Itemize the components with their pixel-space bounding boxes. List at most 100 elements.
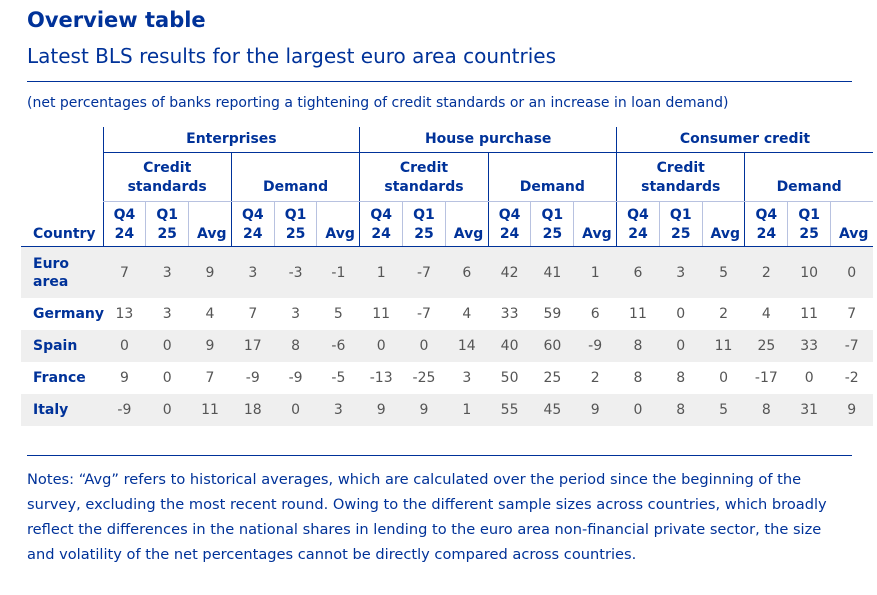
value-cell: 42 — [488, 246, 531, 298]
column-label: Q4 24 — [755, 207, 778, 242]
column-label: Q4 24 — [370, 207, 392, 242]
country-cell: Euro area — [21, 246, 103, 298]
subgroup-header: Demand — [744, 152, 873, 202]
value-cell: 2 — [744, 246, 788, 298]
value-cell: 7 — [103, 246, 146, 298]
header-row: Credit standards Demand Credit standards De… — [21, 152, 873, 202]
column-label: Avg — [453, 226, 484, 242]
column-header: Q1 25 — [787, 201, 831, 247]
value-cell: 0 — [103, 330, 146, 362]
country-label: France — [33, 370, 86, 386]
value-cell: -1 — [316, 246, 360, 298]
subgroup-header: Demand — [487, 152, 617, 202]
value-cell: -7 — [402, 246, 446, 298]
value-cell: 4 — [761, 306, 771, 322]
notes: Notes: “Avg” refers to historical averag… — [27, 471, 827, 563]
subgroup-label: Credit standards — [127, 160, 207, 195]
column-header: Q4 24 — [230, 201, 275, 247]
country-cell: Germany — [21, 298, 105, 330]
value-cell: 2 — [590, 370, 600, 386]
value-cell: -13 — [369, 370, 393, 386]
country-cell: Italy — [21, 394, 103, 426]
value-cell: 11 — [800, 306, 819, 322]
value-cell: 7 — [205, 370, 215, 386]
value-cell: 11 — [372, 306, 391, 322]
country-label: Germany — [33, 306, 105, 322]
column-label: Avg — [838, 226, 869, 242]
value-cell: -3 — [274, 246, 317, 298]
value-cell: 3 — [659, 246, 703, 298]
value-cell: 2 — [719, 306, 729, 322]
subgroup-label: Demand — [776, 179, 842, 195]
value-cell: 9 — [359, 394, 403, 426]
value-cell: 59 — [543, 306, 562, 322]
column-label: Avg — [710, 226, 741, 242]
data-row: Spain 0 0 9 17 8 -6 0 0 14 40 60 -9 8 0 11 25 33 -7 — [21, 330, 873, 362]
value-cell: 11 — [188, 394, 232, 426]
value-cell: -2 — [844, 370, 859, 386]
country-label: Spain — [33, 338, 78, 354]
data-row: Italy -9 0 11 18 0 3 9 9 1 55 45 9 0 8 5 8 31 9 — [21, 394, 873, 426]
column-label: Q1 25 — [669, 207, 692, 242]
column-header: Q4 24 — [744, 201, 788, 247]
value-cell: -9 — [288, 370, 303, 386]
value-cell: 17 — [231, 330, 275, 362]
value-cell: 7 — [847, 306, 857, 322]
table-note: (net percentages of banks reporting a ti… — [27, 95, 729, 111]
value-cell: 5 — [333, 306, 343, 322]
group-header: Enterprises — [102, 127, 360, 153]
column-header: Avg — [444, 201, 489, 247]
column-header: Avg — [316, 201, 360, 247]
value-cell: 14 — [445, 330, 489, 362]
subgroup-label: Demand — [263, 179, 329, 195]
value-cell: -5 — [331, 370, 346, 386]
column-header: Q1 25 — [658, 201, 703, 247]
column-label: Q4 24 — [498, 207, 521, 242]
subgroup-label: Credit standards — [641, 160, 721, 195]
value-cell: 33 — [500, 306, 519, 322]
country-cell: France — [21, 362, 103, 394]
column-label: Avg — [582, 226, 612, 242]
value-cell: 5 — [702, 394, 745, 426]
header-row: Country Enterprises House purchase Consumer… — [21, 127, 873, 247]
column-label: Q1 25 — [284, 207, 307, 242]
column-header: Q1 25 — [402, 201, 446, 247]
value-cell: 0 — [145, 394, 189, 426]
column-label: Q1 25 — [798, 207, 820, 242]
value-cell: 50 — [500, 370, 519, 386]
value-cell: 6 — [590, 306, 600, 322]
value-cell: -9 — [103, 394, 146, 426]
data-row: France 9 0 7 -9 -9 -5 -13 -25 3 50 25 2 8 8 0 -17 0 -2 — [21, 362, 873, 394]
value-cell: 5 — [702, 246, 745, 298]
subgroup-header: Credit standards — [359, 152, 489, 202]
data-row: Germany 13 3 4 7 3 5 11 -7 4 33 59 6 11 0 2 4 11 7 — [21, 298, 873, 330]
value-cell: -7 — [830, 330, 873, 362]
value-cell: 9 — [188, 246, 232, 298]
value-cell: 0 — [804, 370, 814, 386]
value-cell: 6 — [616, 246, 660, 298]
column-header: Q4 24 — [102, 201, 146, 247]
rule — [27, 455, 852, 456]
value-cell: 8 — [676, 370, 686, 386]
value-cell: 3 — [462, 370, 472, 386]
value-cell: 3 — [291, 306, 301, 322]
column-label: Q1 25 — [413, 207, 435, 242]
column-header: Q1 25 — [273, 201, 317, 247]
country-cell: Spain — [21, 330, 103, 362]
subgroup-header: Demand — [230, 152, 360, 202]
column-header: Q4 24 — [616, 201, 660, 247]
value-cell: 4 — [205, 306, 215, 322]
column-header: Q1 25 — [145, 201, 189, 247]
value-cell: 7 — [248, 306, 258, 322]
value-cell: 0 — [719, 370, 729, 386]
value-cell: -7 — [416, 306, 431, 322]
value-cell: 6 — [445, 246, 489, 298]
subgroup-header: Credit standards — [102, 152, 232, 202]
data-row: Euro area 7 3 9 3 -3 -1 1 -7 6 42 41 1 6 3 5 2 10 0 — [21, 246, 873, 298]
value-cell: 13 — [115, 306, 134, 322]
value-cell: 8 — [633, 370, 643, 386]
value-cell: 9 — [830, 394, 873, 426]
value-cell: 18 — [231, 394, 275, 426]
column-label: Q1 25 — [156, 207, 179, 242]
